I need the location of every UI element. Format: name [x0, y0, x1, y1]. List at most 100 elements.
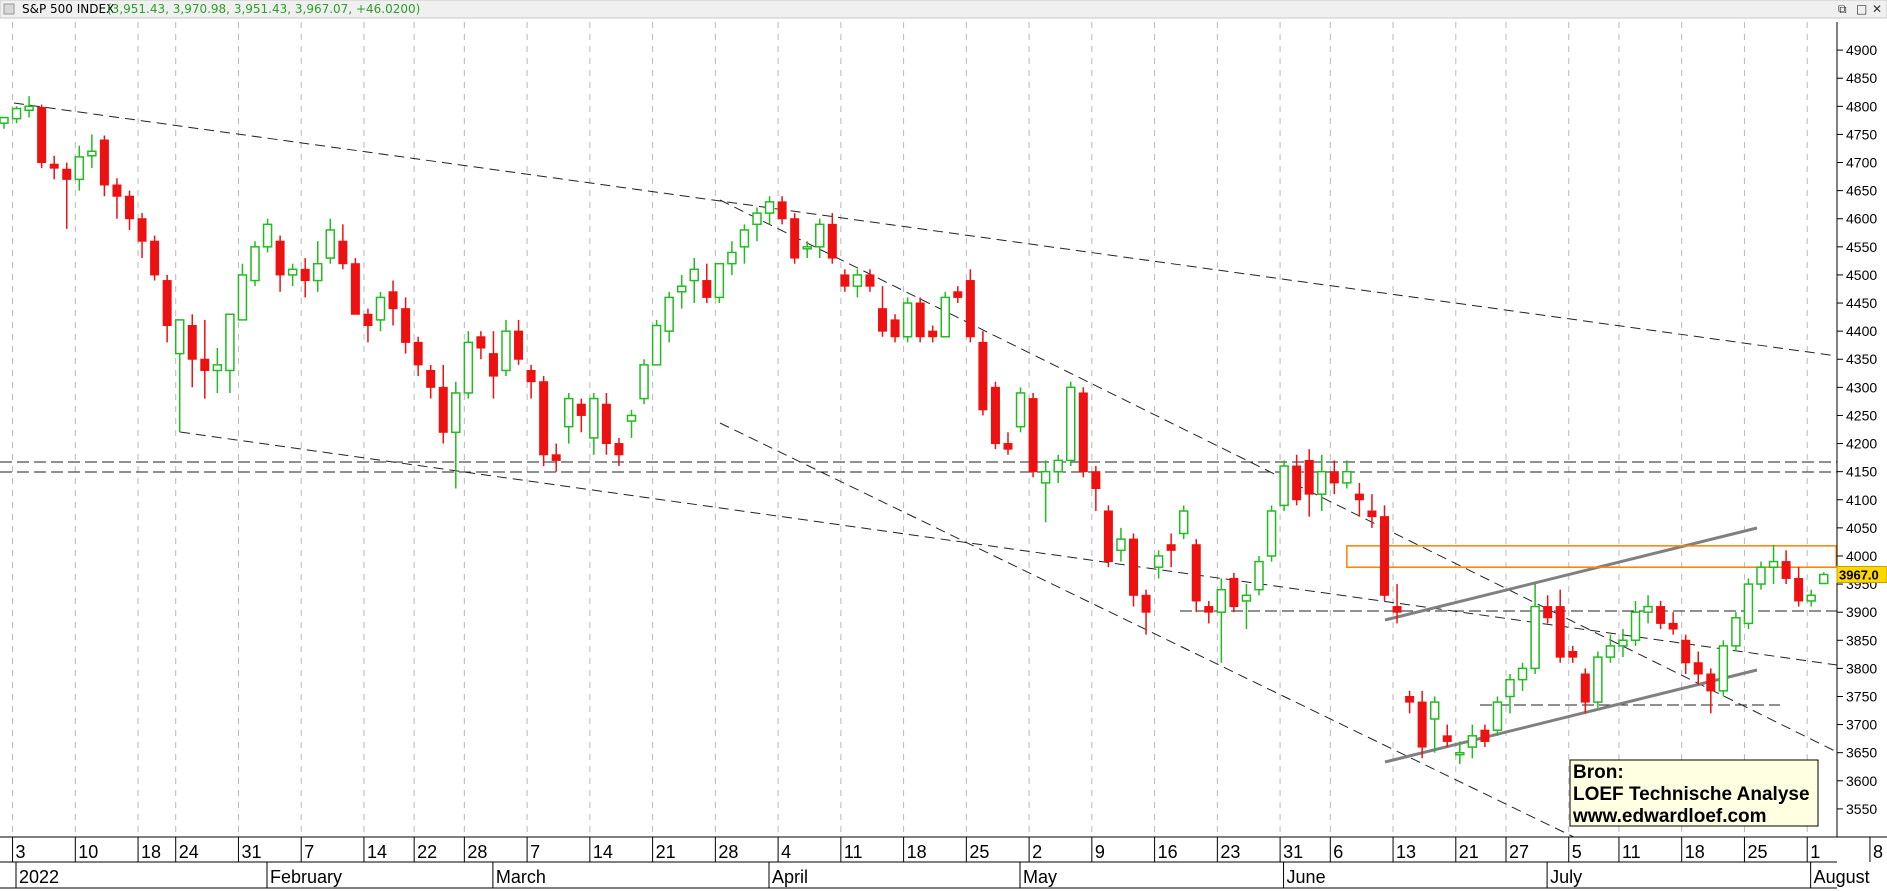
candle-body-down — [1794, 577, 1804, 602]
candle-body-down — [514, 330, 524, 360]
candle-body-up — [463, 341, 474, 394]
candle-body-down — [137, 218, 147, 242]
y-tick-label: 4900 — [1846, 42, 1877, 58]
candle-body-up — [651, 324, 662, 366]
y-tick-label: 3900 — [1846, 604, 1877, 620]
candle-body-down — [125, 195, 134, 220]
candle-body-down — [1204, 606, 1214, 613]
annotation-line2: LOEF Technische Analyse — [1573, 784, 1810, 805]
candle-body-up — [727, 251, 737, 265]
y-tick-label: 4100 — [1846, 492, 1877, 508]
candle-body-up — [225, 313, 235, 372]
candle-body-down — [1380, 516, 1389, 596]
y-tick-label: 4400 — [1846, 323, 1877, 339]
candle-body-down — [840, 274, 850, 287]
window-controls: ⧉ □ ✕ — [1838, 2, 1882, 16]
x-day-label: 23 — [1220, 842, 1240, 862]
y-tick-label: 4650 — [1846, 183, 1877, 199]
candle-body-up — [1216, 588, 1227, 613]
candle-body-up — [1116, 538, 1126, 552]
y-tick-label: 4000 — [1846, 548, 1877, 564]
candle-body-up — [1743, 583, 1754, 625]
y-tick-label: 3800 — [1846, 660, 1877, 676]
x-day-label: 7 — [530, 842, 540, 862]
candle-body-down — [1229, 577, 1239, 608]
candle-body-down — [790, 218, 800, 259]
candle-body-up — [626, 414, 637, 422]
y-tick-label: 4300 — [1846, 379, 1877, 395]
x-day-label: 14 — [593, 842, 613, 862]
candle-body-down — [827, 223, 837, 259]
candle-body-up — [11, 107, 22, 120]
x-day-label: 11 — [844, 842, 863, 862]
candle-body-down — [1292, 465, 1302, 501]
x-day-label: 18 — [1685, 842, 1705, 862]
candle-body-up — [1279, 465, 1289, 507]
candle-body-up — [24, 105, 34, 111]
maximize-icon[interactable]: □ — [1856, 2, 1867, 16]
candle-body-down — [150, 240, 160, 276]
candle-body-down — [1103, 510, 1113, 563]
candle-body-up — [940, 296, 950, 338]
candle-body-down — [614, 443, 624, 456]
candle-body-up — [1618, 639, 1628, 647]
x-day-label: 4 — [781, 842, 791, 862]
candle-body-down — [112, 184, 122, 197]
candle-body-down — [1003, 443, 1013, 450]
candle-body-down — [187, 325, 197, 360]
candle-body-down — [1392, 606, 1402, 613]
candle-body-up — [639, 364, 649, 400]
candle-body-down — [1668, 622, 1678, 630]
candle-body-down — [1129, 538, 1138, 596]
candle-body-down — [1442, 735, 1452, 742]
y-tick-label: 4450 — [1846, 295, 1877, 311]
y-tick-label: 4500 — [1846, 267, 1877, 283]
candle-body-down — [1091, 471, 1101, 490]
candle-body-up — [212, 364, 223, 372]
candle-body-up — [0, 116, 9, 124]
x-day-label: 28 — [718, 842, 738, 862]
y-tick-label: 4050 — [1846, 520, 1877, 536]
candle-body-down — [363, 313, 373, 327]
plot-area — [0, 96, 1837, 837]
y-axis-panel — [1837, 22, 1887, 837]
y-tick-label: 3850 — [1846, 632, 1877, 648]
candle-body-down — [338, 240, 348, 265]
candle-body-up — [739, 229, 750, 248]
y-tick-label: 3550 — [1846, 801, 1877, 817]
candle-body-down — [49, 163, 59, 169]
x-day-label: 3 — [16, 842, 26, 862]
candle-body-down — [990, 386, 1000, 445]
x-day-label: 31 — [1283, 842, 1303, 862]
candle-body-down — [1706, 673, 1716, 692]
candle-body-up — [664, 296, 674, 332]
candle-body-down — [1166, 544, 1176, 551]
candle-body-up — [287, 268, 298, 276]
candle-body-down — [890, 319, 900, 338]
x-day-label: 18 — [907, 842, 927, 862]
candle-body-down — [300, 268, 310, 282]
candle-body-up — [451, 392, 461, 434]
restore-icon[interactable]: ⧉ — [1838, 2, 1847, 16]
candle-body-down — [1367, 510, 1377, 518]
candle-body-down — [1028, 398, 1038, 473]
x-month-label: June — [1287, 867, 1326, 887]
candle-body-down — [1417, 701, 1427, 748]
candle-body-down — [1781, 561, 1791, 579]
candle-body-up — [1254, 560, 1264, 591]
candle-body-down — [878, 308, 887, 332]
close-icon[interactable]: ✕ — [1872, 2, 1882, 16]
x-day-label: 7 — [304, 842, 314, 862]
candle-body-up — [1593, 656, 1603, 703]
x-day-label: 2 — [1032, 842, 1042, 862]
candle-body-down — [476, 336, 486, 349]
candle-body-up — [1467, 735, 1478, 748]
header-bar — [0, 0, 1887, 19]
y-tick-label: 3750 — [1846, 688, 1877, 704]
x-month-label: March — [496, 867, 546, 887]
window-menu-icon[interactable] — [3, 3, 15, 15]
candle-body-up — [1429, 701, 1440, 720]
